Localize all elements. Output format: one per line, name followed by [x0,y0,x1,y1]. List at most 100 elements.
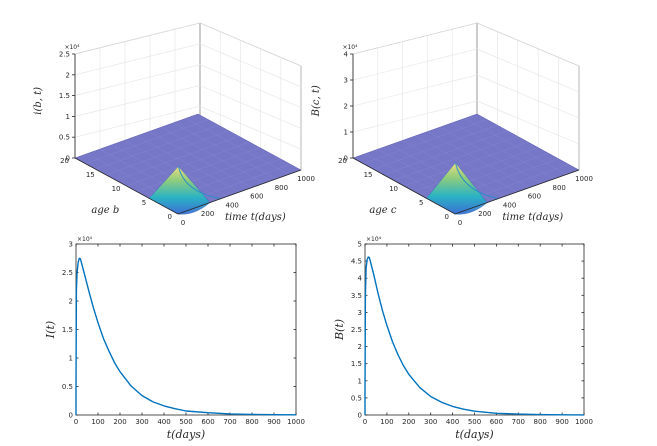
x-axis-label: t(days) [455,428,493,441]
y-tick-label: 0.5 [62,383,73,391]
time-tick-label: 200 [201,210,214,218]
z-tick-label: 1.5 [59,92,70,100]
x-tick-label: 500 [468,418,481,426]
age-axis-label: age b [91,205,119,216]
time-tick-label: 800 [275,184,288,192]
age-tick-label: 0 [445,213,449,221]
y-tick-label: 1.5 [351,360,362,368]
y-tick-label: 1.5 [62,326,73,334]
age-axis-label: age c [369,205,396,216]
y-tick-label: 2 [358,343,362,351]
y-tick-label: 3 [358,309,362,317]
wall-gridline [352,100,580,145]
plot-frame [75,243,297,416]
z-tick-label: 2.5 [59,51,70,59]
z-tick-label: 0 [66,155,70,163]
y-tick-label: 2.5 [351,326,362,334]
surface-mesh-line [439,127,542,184]
surface-mesh-line [173,122,277,179]
z-exponent: ×10⁴ [64,44,80,51]
y-axis-label: I(t) [44,321,57,339]
y-tick-label: 0.5 [351,394,362,402]
z-tick-label: 2 [344,103,348,111]
surface-mesh-line [363,119,488,164]
age-tick-label: 5 [142,199,146,207]
x-tick-label: 700 [512,418,525,426]
wall-gridline [74,22,302,67]
surface-mesh-line [185,118,289,175]
z-tick-label: 0.5 [59,134,70,142]
time-tick-label: 600 [528,193,541,201]
x-axis-label: t(days) [167,428,205,441]
time-tick-label: 1000 [297,175,315,183]
surface-mesh-line [403,141,529,187]
surface-mesh-line [126,141,250,187]
time-axis-line [177,169,302,215]
line-plot-B: 0 100 200 300 400 500 600 700 800 900 1000 0 0.5 1 1.5… [333,236,593,441]
z-tick-label: 0 [344,155,348,163]
z-axis-label: B(c, t) [311,85,322,117]
surface-mesh-line [85,119,209,164]
time-tick-label: 400 [226,201,239,209]
y-tick-label: 2.5 [62,269,73,277]
y-tick-label: 0 [358,412,362,420]
plot-frame [364,243,585,416]
z-tick-label: 1 [344,129,348,137]
time-axis-label: time t(days) [502,212,563,223]
wall-gridline [352,22,580,67]
x-tick-label: 1000 [575,418,593,426]
wall-gridline [352,48,580,93]
time-tick-label: 600 [250,193,263,201]
surface-mesh-line [161,127,265,184]
surface-mesh-line [427,131,530,188]
x-tick-label: 800 [534,418,547,426]
wall-gridline [352,74,580,119]
age-tick-label: 10 [389,185,398,193]
series-line [364,256,585,416]
z-tick-label: 3 [344,77,348,85]
surface-mesh-line [148,131,252,188]
z-tick-label: 2 [66,71,70,79]
age-tick-label: 10 [112,185,121,193]
x-tick-label: 600 [490,418,503,426]
time-tick-label: 0 [458,219,462,227]
age-tick-label: 0 [168,213,172,221]
time-axis-line [454,169,580,215]
y-tick-label: 4 [358,275,363,283]
x-tick-label: 0 [363,418,367,426]
age-axis-line [352,157,456,215]
y-tick-label: 4.5 [351,258,362,266]
wall-gridline [74,105,302,150]
age-tick-label: 15 [86,171,95,179]
y-tick-label: 2 [69,298,73,306]
x-tick-label: 400 [157,418,170,426]
surface-mesh-line [95,125,219,170]
x-tick-label: 400 [446,418,459,426]
z-axis-label: i(b, t) [33,87,44,115]
age-tick-label: 20 [60,157,69,165]
surface-mesh-line [373,125,498,170]
z-tick-label: 1 [66,113,70,121]
y-tick-label: 3 [69,241,73,249]
surface-mesh-line [393,136,518,181]
x-tick-label: 200 [113,418,126,426]
x-tick-label: 600 [201,418,214,426]
surface-mesh-line [105,130,229,175]
wall-gridline [74,64,302,108]
age-axis-line [74,157,179,215]
y-tick-label: 1 [358,377,362,385]
y-axis-label: B(t) [333,319,346,341]
x-tick-label: 900 [555,418,568,426]
surface-plot-i: 0 0.5 1 1.5 2 2.5×10⁴ i(b, t) 0 5 10 15 20 age b 0 200… [33,22,315,227]
wall-gridline [74,43,302,88]
x-tick-label: 100 [380,418,393,426]
x-tick-label: 1000 [287,418,305,426]
time-tick-label: 200 [478,210,491,218]
age-tick-label: 20 [338,157,347,165]
surface-mesh-line [383,130,508,175]
surface-mesh-line [464,118,567,175]
y-exponent: ×10⁴ [366,236,382,243]
time-tick-label: 400 [503,201,516,209]
y-tick-label: 5 [358,241,362,249]
